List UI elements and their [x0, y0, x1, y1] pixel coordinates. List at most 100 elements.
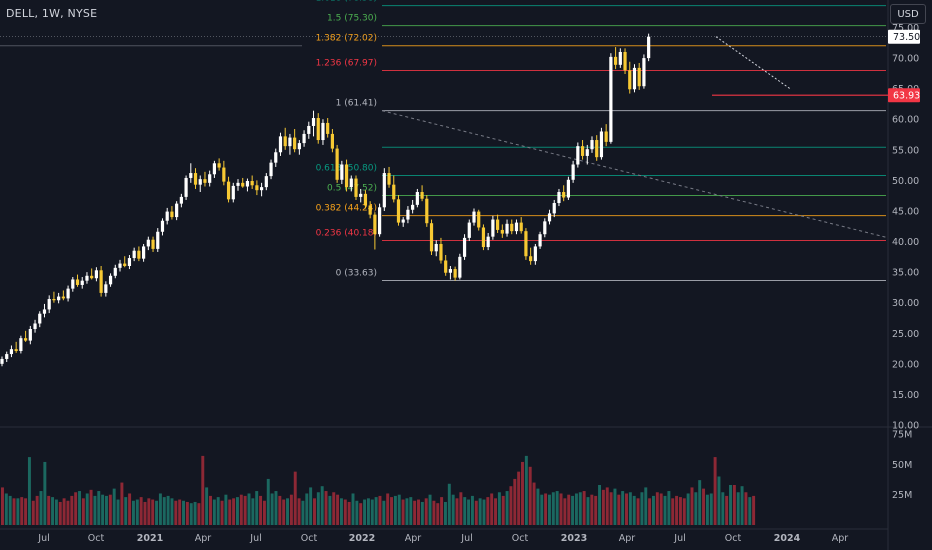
candle-body — [85, 275, 89, 281]
price-tick-label: 70.00 — [892, 54, 919, 65]
candle-body — [411, 204, 415, 210]
candle-body — [24, 338, 28, 341]
volume-bar — [328, 495, 332, 525]
candle-body — [14, 349, 18, 352]
candle-body — [302, 133, 306, 144]
candle-body — [321, 122, 325, 141]
volume-bar — [497, 492, 501, 525]
volume-bar — [609, 492, 613, 525]
volume-bar — [289, 494, 293, 525]
volume-bar — [686, 493, 690, 525]
candle-body — [198, 179, 202, 185]
currency-button[interactable]: USD — [890, 4, 926, 24]
trendlines[interactable] — [0, 36, 888, 238]
candle-body — [373, 214, 377, 235]
candle-body — [250, 181, 254, 186]
candle-body — [642, 58, 646, 87]
volume-bar — [443, 501, 447, 525]
volume-bar — [420, 501, 424, 525]
volume-bar — [182, 500, 185, 525]
volume-bar — [501, 495, 505, 525]
time-tick-label: Oct — [301, 533, 318, 544]
candle-body — [241, 182, 245, 187]
volume-bar — [112, 488, 116, 525]
candle-body — [61, 296, 65, 299]
candle-body — [212, 163, 216, 175]
candle-body — [170, 211, 174, 218]
volume-tick-label: 75M — [892, 430, 912, 441]
volume-bar — [532, 482, 536, 525]
candle-body — [486, 236, 490, 248]
volume-bar — [24, 498, 28, 525]
price-axis[interactable]: 75.0070.0065.0060.0055.0050.0045.0040.00… — [888, 23, 920, 501]
time-tick-label: Jul — [673, 533, 685, 544]
candle-body — [543, 221, 547, 235]
candle-body — [307, 125, 311, 134]
candle-body — [146, 239, 150, 247]
volume-bar — [297, 498, 301, 525]
fib-level-label: 0.236 (40.18) — [316, 228, 377, 238]
fib-level-label: 1.382 (72.02) — [316, 34, 377, 44]
volume-bar — [274, 491, 278, 525]
last-price-badge — [888, 29, 920, 44]
volume-bar — [131, 500, 135, 525]
volume-bar — [409, 497, 413, 525]
volume-bar — [70, 495, 74, 525]
candle-body — [274, 152, 278, 163]
candle-body — [571, 164, 575, 180]
volume-tick-label: 50M — [892, 460, 912, 471]
volume-bar — [478, 498, 482, 525]
price-tick-label: 45.00 — [892, 206, 919, 217]
candle-body — [510, 223, 514, 232]
candle-body — [609, 56, 613, 142]
volume-bar — [625, 493, 628, 525]
volume-bar — [309, 487, 313, 525]
candle-body — [288, 137, 292, 147]
long-downtrend-line — [381, 110, 887, 238]
candle-body — [448, 269, 452, 273]
fibonacci-extension[interactable]: 1.618 (78.58) 1.5 (75.30) 1.382 (72.02) 1.2… — [0, 0, 886, 281]
volume-bar — [729, 484, 732, 525]
candle-body — [595, 140, 599, 158]
volume-bar — [659, 493, 663, 525]
candle-body — [113, 267, 117, 276]
volume-bar — [698, 480, 702, 525]
time-tick-label: 2024 — [774, 533, 801, 544]
volume-bar — [286, 498, 290, 525]
volume-bar — [97, 491, 101, 525]
price-tick-label: 25.00 — [892, 329, 919, 340]
candle-body — [580, 146, 585, 156]
candle-body — [557, 192, 561, 204]
candle-body — [264, 176, 268, 188]
candle-body — [330, 133, 334, 149]
price-tick-label: 20.00 — [892, 359, 919, 370]
candle-body — [462, 237, 467, 257]
candle-body — [406, 209, 410, 220]
candle-body — [562, 192, 566, 198]
volume-bar — [544, 493, 548, 525]
candle-body — [132, 250, 136, 259]
candle-body — [19, 338, 23, 352]
candle-body — [66, 288, 70, 299]
volume-bar — [239, 494, 243, 525]
candle-body — [467, 222, 471, 238]
volume-bar — [563, 498, 567, 525]
volume-bar — [89, 489, 93, 525]
candle-body — [368, 205, 372, 215]
candle-body — [335, 148, 339, 180]
candle-body — [401, 219, 405, 223]
candle-body — [585, 149, 589, 156]
volume-bar — [436, 503, 440, 525]
time-axis[interactable]: Jul Oct 2021 Apr Jul Oct 2022 Apr Jul Oct 2023 Apr J… — [37, 533, 848, 544]
volume-bar — [147, 498, 151, 525]
volume-bar — [43, 461, 47, 525]
candle-body — [42, 309, 47, 314]
volume-bar — [85, 493, 89, 525]
time-tick-label: Apr — [832, 533, 849, 544]
candle-body — [344, 164, 349, 188]
candle-body — [165, 211, 169, 221]
volume-bar — [417, 499, 420, 525]
volume-bar — [220, 500, 224, 525]
alert-price-badge — [888, 88, 920, 103]
